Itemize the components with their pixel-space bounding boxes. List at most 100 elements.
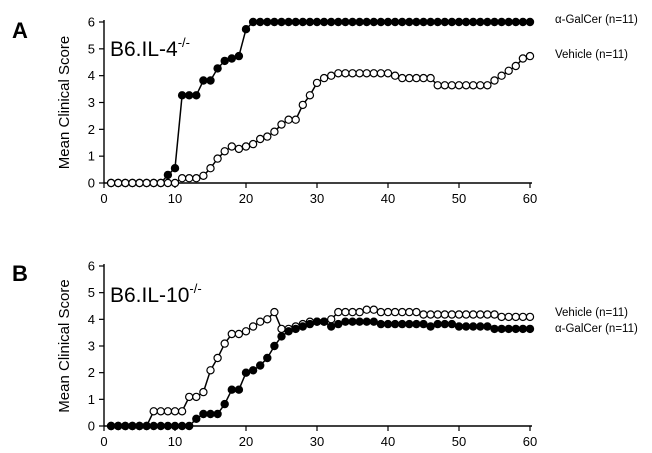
panel-b-data-point xyxy=(305,319,315,329)
panel-b-data-point xyxy=(163,407,173,416)
panel-a-data-point xyxy=(121,178,130,188)
panel-a-data-point xyxy=(447,17,457,27)
panel-b-data-point xyxy=(263,353,272,363)
panel-a-data-point xyxy=(312,17,322,27)
panel-b-data-point xyxy=(376,319,386,329)
panel-b-data-point xyxy=(248,366,258,375)
panel-a-letter: A xyxy=(12,18,28,43)
panel-b-data-point xyxy=(355,317,364,326)
panel-b-x-tick-label: 50 xyxy=(452,434,466,449)
panel-b-data-point xyxy=(270,307,279,317)
panel-a-data-point xyxy=(319,17,329,27)
panel-b-data-point xyxy=(504,312,513,322)
panel-b-data-point xyxy=(390,319,400,329)
panel-a-y-tick-label: 1 xyxy=(88,149,95,164)
panel-b-data-point xyxy=(497,324,506,334)
panel-b-data-point xyxy=(256,361,265,370)
panel-b-legend-entry: α-GalCer (n=11) xyxy=(555,323,638,335)
panel-b-data-point xyxy=(447,319,457,329)
panel-b-data-point xyxy=(405,307,414,317)
panel-a-data-point xyxy=(128,178,137,188)
panel-a-data-point xyxy=(319,73,329,83)
panel-b-data-point xyxy=(263,315,272,324)
panel-a-legend-entry: Vehicle (n=11) xyxy=(555,49,628,61)
panel-b-data-point xyxy=(149,407,158,416)
panel-a-x-tick-label: 20 xyxy=(239,191,253,206)
panel-b-data-point xyxy=(270,341,279,351)
panel-b-data-point xyxy=(369,317,378,326)
panel-b-data-point xyxy=(206,366,215,375)
panel-b-data-point xyxy=(220,399,229,409)
panel-b-y-tick-label: 3 xyxy=(88,339,95,354)
panel-a-data-point xyxy=(412,17,421,27)
panel-b-data-point xyxy=(298,322,307,331)
panel-a-data-point xyxy=(291,17,300,27)
panel-b-data-point xyxy=(113,421,123,431)
panel-a-strain-superscript: -/- xyxy=(178,35,190,50)
panel-b-data-point xyxy=(192,392,201,402)
panel-a-data-point xyxy=(142,178,151,188)
panel-a-data-point xyxy=(511,61,521,71)
panel-b-x-tick-label: 20 xyxy=(239,434,253,449)
panel-a-data-point xyxy=(461,81,471,90)
panel-a-data-point xyxy=(170,163,180,173)
panel-b-data-point xyxy=(348,317,357,326)
panel-a-data-point xyxy=(518,54,528,63)
panel-a-data-point xyxy=(440,81,449,90)
panel-a-data-point xyxy=(490,17,499,27)
panel-a-data-point xyxy=(284,17,293,27)
panel-a-data-point xyxy=(511,17,521,27)
panel-b-data-point xyxy=(398,307,407,317)
panel-b-data-point xyxy=(234,329,244,339)
panel-a-data-point xyxy=(390,17,400,27)
panel-b-data-point xyxy=(177,421,187,431)
panel-a-y-tick-label: 2 xyxy=(88,122,95,137)
panel-b-data-point xyxy=(419,319,428,329)
panel-a-data-point xyxy=(291,115,300,124)
panel-b-data-point xyxy=(106,421,116,431)
panel-a-data-point xyxy=(405,73,414,83)
panel-a-x-tick-label: 10 xyxy=(168,191,182,206)
panel-a-data-point xyxy=(256,17,265,27)
panel-a-x-tick-label: 30 xyxy=(310,191,324,206)
panel-b-data-point xyxy=(390,307,400,317)
panel-a-data-point xyxy=(234,144,244,154)
panel-a-strain-label: B6.IL-4-/- xyxy=(110,35,190,61)
panel-a-data-point xyxy=(213,154,222,163)
panel-a-data-point xyxy=(206,163,215,173)
panel-b-data-point xyxy=(525,324,535,334)
panel-b-x-tick-label: 60 xyxy=(523,434,537,449)
panel-b-data-point xyxy=(334,307,343,317)
panel-b-data-point xyxy=(206,409,215,419)
panel-b-data-point xyxy=(426,310,435,319)
panel-b-data-point xyxy=(128,421,137,431)
panel-b-data-point xyxy=(476,310,485,319)
panel-a-data-point xyxy=(476,81,485,90)
panel-b-data-point xyxy=(121,421,130,431)
panel-a-data-point xyxy=(483,17,492,27)
panel-a-data-point xyxy=(184,173,194,183)
panel-b-data-point xyxy=(334,319,343,329)
panel-b-data-point xyxy=(241,368,251,377)
panel-a-data-point xyxy=(113,178,123,188)
panel-b-data-point xyxy=(170,421,180,431)
panel-b-data-point xyxy=(412,307,421,317)
panel-b-strain-superscript: -/- xyxy=(189,281,201,296)
panel-a-data-point xyxy=(476,17,485,27)
panel-b-data-point xyxy=(490,310,499,319)
panel-a-data-point xyxy=(469,81,478,90)
panel-b-data-point xyxy=(149,421,158,431)
panel-b-data-point xyxy=(227,329,236,339)
panel-a-data-point xyxy=(177,91,187,100)
panel-b-y-axis-label: Mean Clinical Score xyxy=(56,279,73,412)
panel-b-data-point xyxy=(355,307,364,317)
panel-b-data-point xyxy=(369,305,378,314)
panel-a-data-point xyxy=(376,69,386,78)
panel-b-y-tick-label: 2 xyxy=(88,365,95,380)
panel-b-data-point xyxy=(398,319,407,329)
panel-a-data-point xyxy=(383,69,393,78)
panel-a-data-point xyxy=(192,91,201,100)
panel-b-data-point xyxy=(234,385,244,394)
panel-b-data-point xyxy=(284,327,293,336)
